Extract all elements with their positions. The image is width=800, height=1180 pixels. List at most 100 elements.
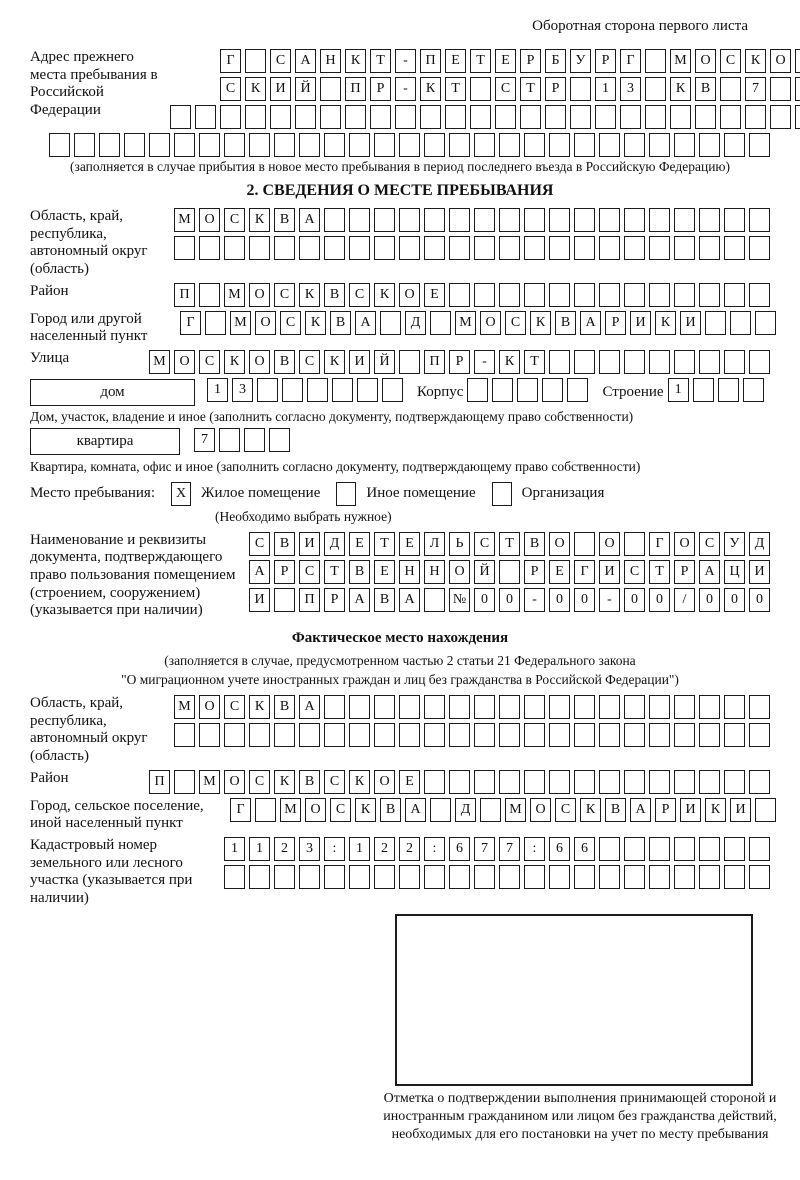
form-cell — [274, 722, 295, 747]
form-cell — [624, 531, 645, 556]
form-cell — [299, 235, 320, 260]
form-cell: И — [730, 797, 751, 822]
form-cell — [219, 427, 240, 452]
form-cell — [449, 235, 470, 260]
form-cell — [269, 427, 290, 452]
form-cell — [624, 769, 645, 794]
form-cell — [574, 133, 595, 157]
form-cell — [205, 310, 226, 335]
form-cell — [324, 207, 345, 232]
form-cell: О — [399, 282, 420, 307]
document-row-3: И П Р А В А № 0 0-0 0-0 0/0 0 0 — [249, 587, 770, 612]
form-cell — [574, 722, 595, 747]
form-cell — [449, 207, 470, 232]
actual-region-field: Область, край, республика, автономный ок… — [30, 694, 770, 766]
form-cell: П — [299, 587, 320, 612]
form-cell — [449, 722, 470, 747]
form-cell: : — [424, 836, 445, 861]
form-cell: Т — [374, 531, 395, 556]
form-cell — [467, 378, 489, 402]
form-cell: Л — [424, 531, 445, 556]
form-cell: С — [624, 559, 645, 584]
prev-address-note: (заполняется в случае прибытия в новое м… — [69, 159, 731, 174]
confirmation-mark-box — [395, 913, 753, 1086]
form-cell — [524, 235, 545, 260]
form-cell — [574, 350, 595, 374]
form-cell — [570, 105, 591, 129]
form-cell — [449, 769, 470, 794]
form-cell — [770, 77, 791, 101]
form-cell: О — [224, 769, 245, 794]
apartment-number-row: 7 — [194, 427, 290, 452]
form-cell — [424, 769, 445, 794]
apartment-note: Квартира, комната, офис и иное (заполнит… — [30, 458, 641, 474]
form-cell: И — [270, 77, 291, 101]
form-cell — [499, 694, 520, 719]
form-cell: Н — [320, 49, 341, 73]
form-cell — [574, 282, 595, 307]
form-cell — [745, 105, 766, 129]
form-cell — [249, 864, 270, 889]
form-cell — [299, 133, 320, 157]
form-cell — [674, 864, 695, 889]
form-cell: М — [230, 310, 251, 335]
form-cell — [574, 694, 595, 719]
form-cell: : — [524, 836, 545, 861]
form-cell — [49, 133, 70, 157]
option-organization-label: Организация — [521, 485, 605, 502]
form-cell — [730, 310, 751, 335]
document-label: Наименование и реквизиты документа, подт… — [30, 531, 236, 619]
form-cell: Р — [595, 49, 616, 73]
form-cell — [274, 133, 295, 157]
form-cell — [257, 378, 278, 402]
prev-address-label: Адрес прежнего места пребывания в Россий… — [30, 49, 158, 119]
confirmation-mark-area: Отметка о подтверждении выполнения прини… — [365, 913, 795, 1145]
form-cell: 2 — [374, 836, 395, 861]
form-cell: В — [555, 310, 576, 335]
form-cell — [374, 235, 395, 260]
form-cell: С — [699, 531, 720, 556]
form-cell: К — [499, 350, 520, 374]
form-cell — [349, 694, 370, 719]
form-cell — [499, 769, 520, 794]
form-cell: С — [224, 694, 245, 719]
form-cell: Р — [274, 559, 295, 584]
form-cell — [374, 694, 395, 719]
checkbox-residential: X — [171, 481, 191, 506]
form-cell — [645, 105, 666, 129]
form-cell: Е — [399, 531, 420, 556]
form-cell: С — [299, 350, 320, 374]
form-cell — [449, 694, 470, 719]
form-cell: О — [674, 531, 695, 556]
form-cell — [624, 282, 645, 307]
form-cell — [295, 105, 316, 129]
form-cell — [399, 350, 420, 374]
form-cell: 0 — [749, 587, 770, 612]
form-cell: 0 — [474, 587, 495, 612]
form-cell — [324, 133, 345, 157]
form-cell — [724, 836, 745, 861]
form-cell — [270, 105, 291, 129]
form-cell: Е — [495, 49, 516, 73]
form-cell — [174, 133, 195, 157]
form-cell — [720, 105, 741, 129]
form-cell: К — [349, 769, 370, 794]
form-cell: Р — [524, 559, 545, 584]
form-cell: К — [249, 207, 270, 232]
form-cell — [324, 864, 345, 889]
form-cell — [399, 235, 420, 260]
form-cell — [499, 207, 520, 232]
house-labelbox: дом — [30, 378, 195, 406]
form-cell: 1 — [224, 836, 245, 861]
form-cell: К — [420, 77, 441, 101]
form-cell — [399, 864, 420, 889]
form-cell — [624, 133, 645, 157]
form-cell — [645, 49, 666, 73]
form-cell: 0 — [649, 587, 670, 612]
form-cell — [370, 105, 391, 129]
